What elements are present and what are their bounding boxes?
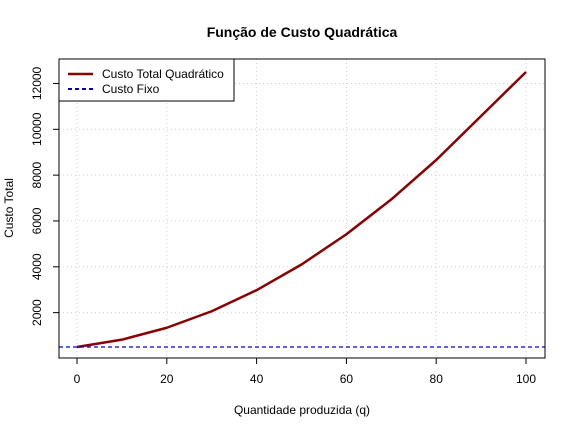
x-tick-label: 20 (160, 372, 174, 386)
y-tick-label: 8000 (30, 161, 44, 188)
x-tick-label: 100 (516, 372, 536, 386)
chart-title: Função de Custo Quadrática (207, 24, 398, 40)
y-tick-label: 2000 (30, 299, 44, 326)
y-axis-label: Custo Total (2, 178, 16, 238)
grid (59, 59, 545, 358)
series-total-cost-line (76, 71, 527, 349)
y-tick-label: 6000 (30, 207, 44, 234)
y-tick-label: 12000 (30, 66, 44, 100)
plot-frame (58, 58, 546, 359)
y-tick-label: 4000 (30, 253, 44, 280)
y-axis: 2000 4000 6000 8000 10000 12000 (30, 66, 60, 326)
legend-box (58, 58, 235, 102)
legend-label: Custo Fixo (102, 82, 160, 96)
x-tick-label: 40 (250, 372, 264, 386)
x-tick-label: 0 (74, 372, 81, 386)
legend-label: Custo Total Quadrático (102, 67, 224, 81)
x-tick-label: 60 (340, 372, 354, 386)
x-tick-label: 80 (430, 372, 444, 386)
x-axis: 0 20 40 60 80 100 (74, 357, 536, 386)
y-tick-label: 10000 (30, 112, 44, 146)
x-axis-label: Quantidade produzida (q) (234, 403, 370, 417)
data-layer (59, 71, 545, 349)
